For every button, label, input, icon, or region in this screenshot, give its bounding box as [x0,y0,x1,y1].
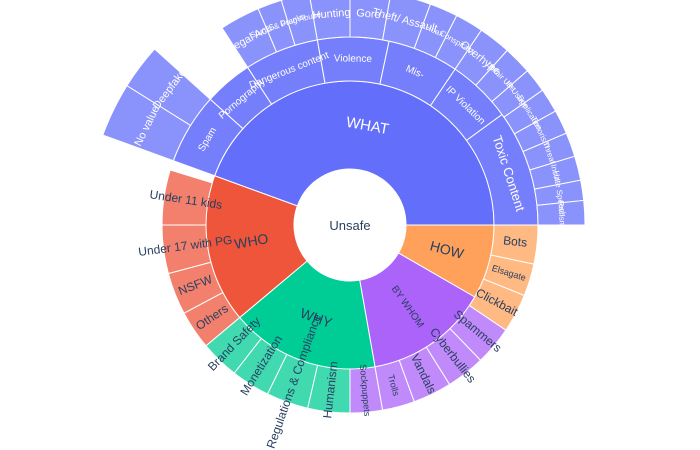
label-sockpuppets: Sockpuppets [358,364,373,417]
segment-regulations-compliance[interactable] [266,353,319,409]
segment-under-17-with-pg[interactable] [161,224,212,275]
segment-vandals[interactable] [398,346,451,403]
label-bots: Bots [503,233,528,249]
segment-bots[interactable] [490,224,539,265]
segment-cyberbullies[interactable] [425,327,482,386]
segments-layer [102,0,586,414]
root-label: Unsafe [329,218,370,233]
segment-spammers[interactable] [449,304,507,361]
label-gore: Gore [356,7,381,21]
label-hunting: Hunting [312,7,351,22]
segment-sockpuppets[interactable] [349,366,384,414]
label-humanism: Humanism [320,361,340,420]
segment-clickbait[interactable] [468,278,525,331]
segment-nsfw[interactable] [167,261,224,314]
label-racism: Racism [556,200,566,227]
segment-brand-safety[interactable] [205,316,263,374]
segment-others[interactable] [183,291,241,347]
segment-under-11-kids[interactable] [161,169,213,226]
segment-monetization[interactable] [233,337,288,395]
segment-humanism[interactable] [307,364,351,414]
segment-trolls[interactable] [374,359,415,411]
label-violence: Violence [334,53,373,65]
label-who: WHO [233,230,270,252]
segment-elsagate[interactable] [482,254,535,297]
